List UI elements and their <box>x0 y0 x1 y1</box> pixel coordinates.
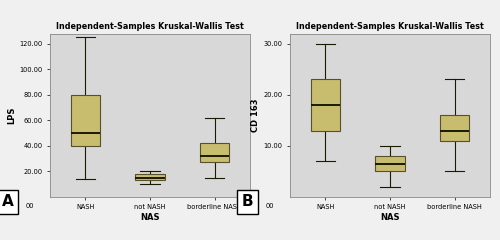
Text: A: A <box>2 194 14 209</box>
Title: Independent-Samples Kruskal-Wallis Test: Independent-Samples Kruskal-Wallis Test <box>56 22 244 31</box>
Bar <box>311 79 340 131</box>
Text: 00: 00 <box>266 203 274 209</box>
Title: Independent-Samples Kruskal-Wallis Test: Independent-Samples Kruskal-Wallis Test <box>296 22 484 31</box>
Text: 00: 00 <box>26 203 34 209</box>
Y-axis label: CD 163: CD 163 <box>252 98 260 132</box>
Bar <box>71 95 100 146</box>
X-axis label: NAS: NAS <box>380 213 400 222</box>
Text: B: B <box>242 194 254 209</box>
Y-axis label: LPS: LPS <box>8 107 16 124</box>
Bar <box>200 143 229 162</box>
X-axis label: NAS: NAS <box>140 213 160 222</box>
Bar <box>136 174 164 180</box>
Bar <box>440 115 469 141</box>
Bar <box>376 156 404 171</box>
